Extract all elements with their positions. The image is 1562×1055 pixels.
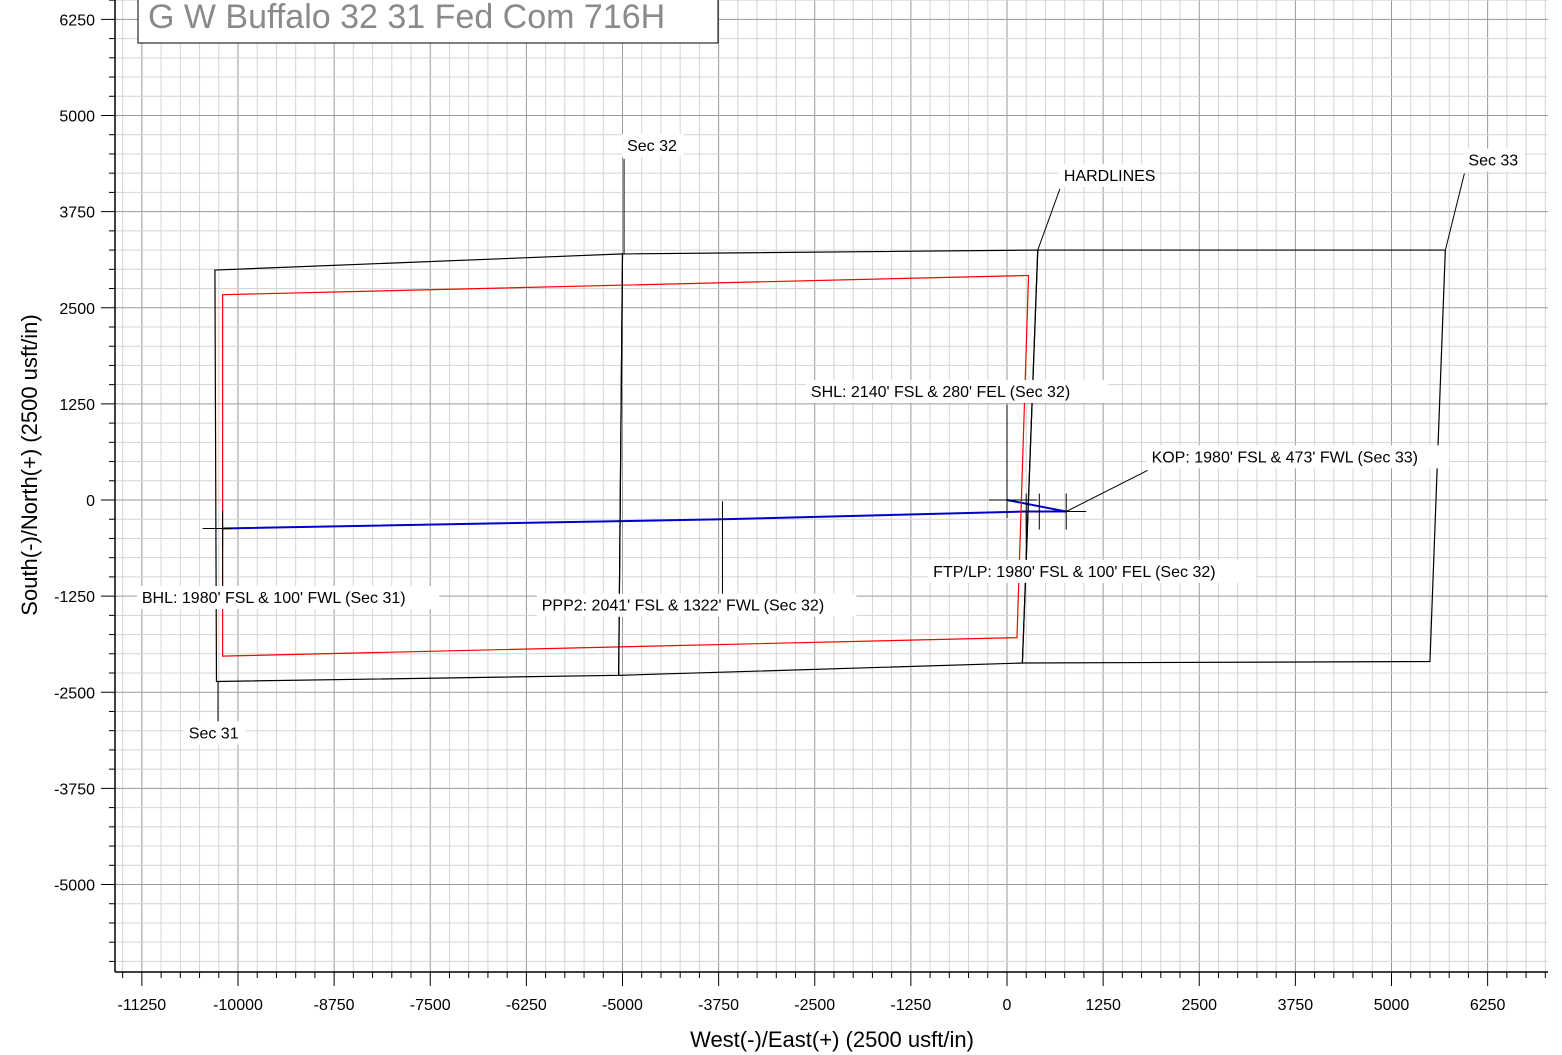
x-tick-label: -3750: [698, 997, 739, 1014]
y-tick-label: -2500: [54, 685, 95, 702]
axes: -11250 -10000 -8750 -7500 -6250 -5000 -3750 -25…: [54, 0, 1548, 1014]
x-tick-label: 0: [1003, 997, 1012, 1014]
annotation-leader: [1065, 469, 1148, 512]
annotation-leader: [1444, 173, 1465, 251]
y-tick-label: -5000: [54, 878, 95, 895]
x-tick-label: -8750: [314, 997, 355, 1014]
chart-title: G W Buffalo 32 31 Fed Com 716H: [148, 0, 665, 36]
annotation-label-bg: [622, 133, 684, 157]
annotation-label-bg: [928, 559, 1257, 583]
annotation-label-bg: [136, 586, 440, 610]
y-tick-label: 3750: [59, 205, 95, 222]
x-tick-label: -11250: [118, 997, 167, 1014]
x-tick-label: -7500: [410, 997, 451, 1014]
annotation-label-bg: [1463, 148, 1525, 172]
annotation-label-bg: [1058, 163, 1147, 187]
grid: [115, 0, 1548, 972]
annotations: Sec 32 Sec 33 HARDLINES Sec 31 SHL: 2140' FS…: [136, 133, 1525, 745]
x-axis-title: West(-)/East(+) (2500 usft/in): [690, 1027, 974, 1052]
x-tick-label: -10000: [213, 997, 263, 1014]
annotation-label-bg: [183, 721, 246, 745]
wellpath-line: [222, 499, 1067, 530]
annotation-label: Sec 32: [627, 138, 677, 155]
annotation-label: BHL: 1980' FSL & 100' FWL (Sec 31): [142, 590, 406, 607]
x-tick-label: 6250: [1470, 997, 1506, 1014]
annotation-label: Sec 31: [189, 725, 239, 742]
y-axis-title: South(-)/North(+) (2500 usft/in): [17, 314, 42, 615]
x-tick-label: 2500: [1181, 997, 1217, 1014]
y-tick-label: 5000: [59, 109, 95, 126]
x-tick-label: 1250: [1085, 997, 1121, 1014]
x-tick-label: -1250: [890, 997, 931, 1014]
annotation-label: Sec 33: [1468, 152, 1518, 169]
annotation-label: HARDLINES: [1064, 168, 1156, 185]
x-tick-label: 5000: [1374, 997, 1410, 1014]
annotation-label-bg: [805, 379, 1109, 403]
x-tick-label: -6250: [506, 997, 547, 1014]
y-tick-label: 2500: [59, 301, 95, 318]
x-tick-label: -2500: [794, 997, 835, 1014]
annotation-label-bg: [1146, 445, 1449, 469]
y-tick-label: 6250: [59, 12, 95, 29]
annotation-label: KOP: 1980' FSL & 473' FWL (Sec 33): [1152, 449, 1418, 466]
y-tick-label: -3750: [54, 781, 95, 798]
y-tick-label: -1250: [54, 589, 95, 606]
section-boundary: [1021, 249, 1446, 664]
annotation-label: PPP2: 2041' FSL & 1322' FWL (Sec 32): [542, 598, 824, 615]
annotation-leader: [1037, 188, 1061, 251]
title-box: G W Buffalo 32 31 Fed Com 716H: [137, 0, 719, 44]
annotation-label: SHL: 2140' FSL & 280' FEL (Sec 32): [811, 384, 1070, 401]
annotation-label: FTP/LP: 1980' FSL & 100' FEL (Sec 32): [933, 564, 1215, 581]
x-tick-label: 3750: [1278, 997, 1314, 1014]
y-tick-label: 0: [86, 493, 95, 510]
x-tick-label: -5000: [602, 997, 643, 1014]
annotation-label-bg: [536, 593, 857, 617]
y-tick-label: 1250: [59, 397, 95, 414]
title-frame: [137, 0, 719, 44]
